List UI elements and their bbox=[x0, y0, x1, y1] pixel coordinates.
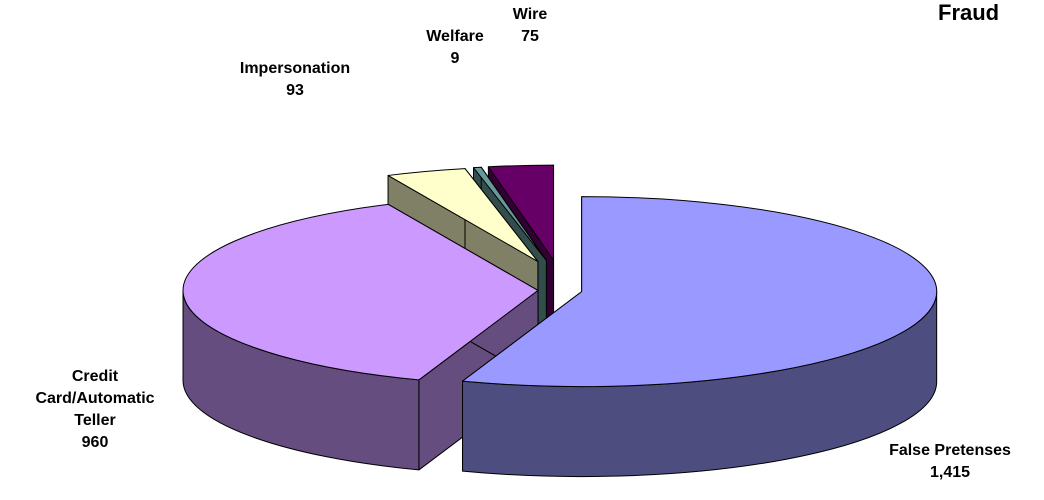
category-label: False Pretenses bbox=[889, 442, 1011, 459]
slice-label: Impersonation 93 bbox=[205, 58, 385, 102]
value-label: 93 bbox=[286, 82, 304, 99]
category-label: Wire bbox=[512, 6, 548, 23]
slice-label: Wire 75 bbox=[480, 4, 580, 48]
value-label: 75 bbox=[521, 28, 539, 45]
pie-slice bbox=[387, 168, 539, 263]
category-label: Impersonation bbox=[239, 60, 351, 77]
slice-label: Credit Card/Automatic Teller 960 bbox=[20, 366, 170, 454]
category-label: Welfare bbox=[426, 28, 484, 45]
chart-title: Fraud bbox=[938, 0, 1000, 25]
pie-slice bbox=[182, 203, 539, 381]
category-label: Credit Card/Automatic Teller bbox=[35, 368, 155, 429]
pie-slice bbox=[487, 164, 555, 261]
value-label: 9 bbox=[450, 50, 460, 67]
value-label: 1,415 bbox=[929, 464, 971, 481]
slice-label: False Pretenses 1,415 bbox=[860, 440, 1040, 484]
pie-slice bbox=[462, 196, 938, 388]
slice-label: Welfare 9 bbox=[390, 26, 520, 70]
value-label: 960 bbox=[81, 434, 109, 451]
pie-slice bbox=[472, 166, 547, 262]
